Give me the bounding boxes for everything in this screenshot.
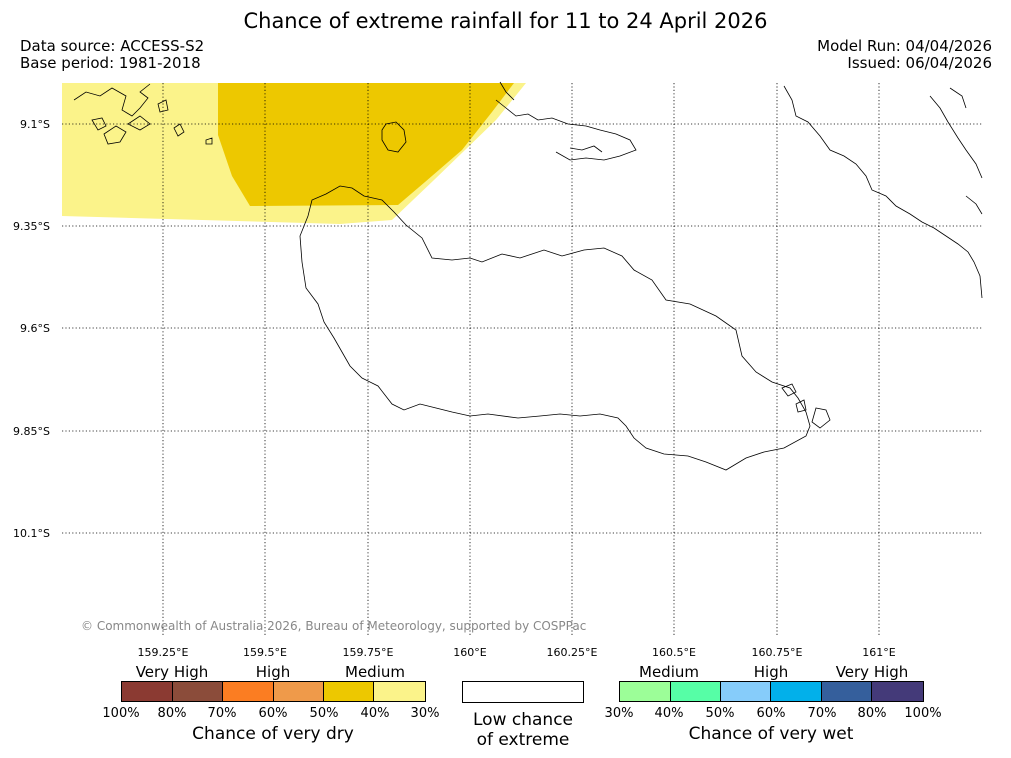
lat-label: 9.35°S — [13, 220, 50, 233]
dry-tick: 50% — [309, 706, 339, 721]
wet-category-label: Very High — [835, 663, 909, 681]
wet-swatch — [670, 682, 722, 701]
map-canvas — [62, 81, 983, 635]
shade-region-40-50 — [218, 83, 514, 206]
neutral-label-line1: Low chance — [473, 710, 573, 730]
coastline-southeast-islets — [781, 383, 831, 429]
dry-swatch — [122, 682, 173, 701]
lon-label: 159.75°E — [342, 646, 394, 659]
dry-legend-title: Chance of very dry — [192, 724, 354, 744]
wet-tick: 50% — [705, 706, 735, 721]
lon-label: 161°E — [862, 646, 896, 659]
dry-swatch — [323, 682, 375, 701]
dry-category-label: High — [255, 663, 291, 681]
wet-swatch — [721, 682, 772, 701]
wet-category-label: Medium — [639, 663, 699, 681]
wet-category-label: High — [753, 663, 789, 681]
lon-label: 160.25°E — [546, 646, 598, 659]
lat-label: 9.6°S — [20, 322, 50, 335]
copyright-credit: © Commonwealth of Australia 2026, Bureau… — [81, 619, 587, 633]
base-period: Base period: 1981-2018 — [20, 54, 201, 72]
dry-tick: 80% — [157, 706, 187, 721]
wet-swatch — [771, 682, 822, 701]
wet-swatch — [620, 682, 671, 701]
lat-label: 9.1°S — [20, 118, 50, 131]
wet-tick: 70% — [807, 706, 837, 721]
dry-tick: 40% — [360, 706, 390, 721]
lat-label: 9.85°S — [13, 425, 50, 438]
dry-swatch — [374, 682, 426, 701]
data-source: Data source: ACCESS-S2 — [20, 37, 205, 55]
dry-swatch — [172, 682, 224, 701]
neutral-label-line2: of extreme — [476, 730, 570, 750]
issued-date: Issued: 06/04/2026 — [847, 54, 992, 72]
wet-swatch — [872, 682, 924, 701]
lon-label: 159.25°E — [137, 646, 189, 659]
coastline-main-island — [299, 185, 811, 471]
dry-category-label: Medium — [345, 663, 405, 681]
map-title: Chance of extreme rainfall for 11 to 24 … — [243, 9, 768, 33]
coastline-small-island — [381, 121, 407, 153]
dry-tick: 60% — [258, 706, 288, 721]
wet-tick: 30% — [604, 706, 634, 721]
coastline-north-island — [495, 81, 637, 161]
dry-tick: 70% — [207, 706, 237, 721]
coastlines — [73, 81, 983, 471]
dry-swatch — [274, 682, 324, 701]
dry-tick: 30% — [410, 706, 440, 721]
dry-category-label: Very High — [135, 663, 209, 681]
wet-tick: 60% — [756, 706, 786, 721]
dry-colorbar — [121, 681, 426, 702]
wet-legend-title: Chance of very wet — [688, 724, 854, 744]
neutral-label: Low chance of extreme — [473, 710, 573, 750]
coastline-east-island — [783, 85, 983, 299]
wet-tick: 80% — [857, 706, 887, 721]
lon-label: 160.75°E — [751, 646, 803, 659]
lon-label: 160.5°E — [652, 646, 696, 659]
wet-tick: 40% — [654, 706, 684, 721]
lat-label: 10.1°S — [13, 527, 50, 540]
meta-right: Model Run: 04/04/2026 Issued: 06/04/2026 — [817, 38, 992, 72]
wet-tick: 100% — [904, 706, 942, 721]
lon-label: 159.5°E — [243, 646, 287, 659]
wet-swatch — [821, 682, 873, 701]
wet-colorbar — [619, 681, 924, 702]
dry-swatch — [223, 682, 275, 701]
model-run: Model Run: 04/04/2026 — [817, 37, 992, 55]
dry-tick: 100% — [102, 706, 140, 721]
meta-left: Data source: ACCESS-S2 Base period: 1981… — [20, 38, 204, 72]
neutral-swatch — [462, 681, 584, 703]
gridlines — [62, 83, 982, 635]
lon-label: 160°E — [453, 646, 487, 659]
coastline-northwest-islands — [73, 83, 213, 145]
